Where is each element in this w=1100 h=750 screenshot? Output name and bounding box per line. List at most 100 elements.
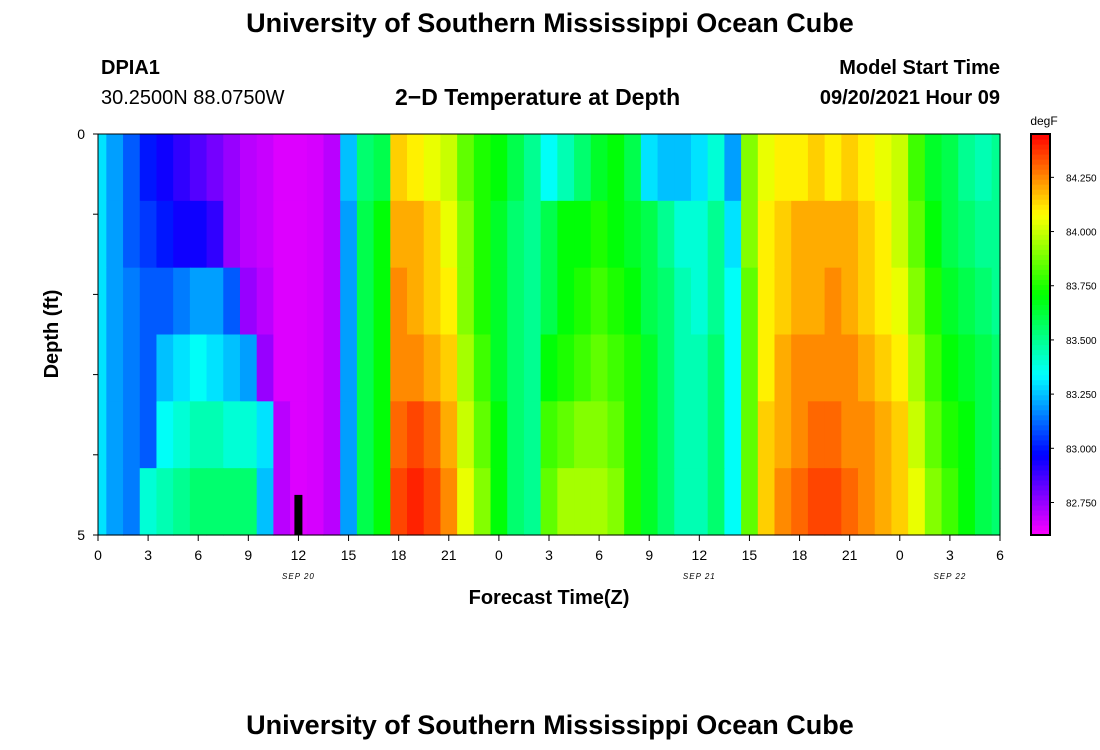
y-tick-label: 5 xyxy=(77,527,85,543)
colorbar-unit: degF xyxy=(1030,114,1057,128)
heatmap-cell xyxy=(540,134,558,202)
heatmap-cell xyxy=(941,401,959,469)
heatmap-cell xyxy=(323,468,341,536)
heatmap-cell xyxy=(323,334,341,402)
heatmap-cell xyxy=(290,401,308,469)
heatmap-cell xyxy=(173,468,191,536)
heatmap-cell xyxy=(189,468,208,536)
colorbar-segment xyxy=(1031,299,1050,306)
heatmap-cell xyxy=(841,267,859,336)
heatmap-cell xyxy=(858,468,876,536)
heatmap-cell xyxy=(590,334,609,402)
heatmap-cell xyxy=(423,401,442,469)
x-tick-label: 15 xyxy=(742,547,758,563)
heatmap-cell xyxy=(490,468,508,536)
heatmap-cell xyxy=(941,200,959,269)
colorbar-frame xyxy=(1030,133,1051,536)
colorbar-tick-label: 83.750 xyxy=(1066,282,1097,293)
heatmap-cell xyxy=(874,267,893,336)
heatmap-cell xyxy=(156,134,174,202)
heatmap-cell xyxy=(373,334,391,402)
heatmap-cell xyxy=(507,134,525,202)
heatmap-cell xyxy=(991,267,1001,336)
colorbar-segment xyxy=(1031,334,1050,341)
y-tick-label: 0 xyxy=(77,126,85,142)
heatmap-cell xyxy=(273,267,291,336)
colorbar-segment xyxy=(1031,304,1050,311)
heatmap-cell xyxy=(657,334,675,402)
heatmap-cell xyxy=(206,468,224,536)
heatmap-cell xyxy=(440,267,458,336)
heatmap-cell xyxy=(841,200,859,269)
colorbar-segment xyxy=(1031,179,1050,185)
heatmap-cell xyxy=(958,401,976,469)
colorbar-segment xyxy=(1031,394,1050,401)
heatmap-cell xyxy=(106,267,124,336)
heatmap-cell xyxy=(356,468,375,536)
heatmap-cell xyxy=(741,401,759,469)
heatmap-cell xyxy=(407,134,425,202)
heatmap-cell xyxy=(908,401,926,469)
heatmap-cell xyxy=(640,468,659,536)
heatmap-cell xyxy=(340,401,358,469)
heatmap-cell xyxy=(924,468,943,536)
heatmap-cell xyxy=(690,200,709,269)
heatmap-cell xyxy=(223,267,241,336)
colorbar-segment xyxy=(1031,159,1050,165)
heatmap-cell xyxy=(824,267,842,336)
heatmap-cell xyxy=(290,134,308,202)
heatmap-cell xyxy=(674,468,692,536)
colorbar-segment xyxy=(1031,349,1050,356)
heatmap-cell xyxy=(841,334,859,402)
colorbar-segment xyxy=(1031,399,1050,406)
heatmap-cell xyxy=(774,468,792,536)
heatmap-cell xyxy=(173,401,191,469)
heatmap-cell xyxy=(473,134,492,202)
heatmap-cell xyxy=(991,401,1001,469)
heatmap-cell xyxy=(206,334,224,402)
colorbar-segment xyxy=(1031,134,1050,140)
heatmap-cell xyxy=(674,267,692,336)
heatmap-cell xyxy=(724,134,742,202)
colorbar-segment xyxy=(1031,214,1050,220)
heatmap-cell xyxy=(373,267,391,336)
colorbar-segment xyxy=(1031,449,1050,456)
heatmap-cell xyxy=(757,334,776,402)
colorbar-tick-label: 83.500 xyxy=(1066,336,1097,347)
station-id: DPIA1 xyxy=(101,57,160,79)
heatmap-cell xyxy=(390,134,408,202)
heatmap-cell xyxy=(356,134,375,202)
colorbar-segment xyxy=(1031,479,1050,486)
heatmap-cell xyxy=(640,134,659,202)
heatmap-cell xyxy=(373,134,391,202)
heatmap-cell xyxy=(306,468,325,536)
heatmap-cell xyxy=(724,200,742,269)
heatmap-cell xyxy=(741,267,759,336)
colorbar-segment xyxy=(1031,289,1050,295)
colorbar-segment xyxy=(1031,454,1050,461)
colorbar-segment xyxy=(1031,144,1050,150)
heatmap-cell xyxy=(340,334,358,402)
date-label: SEP 21 xyxy=(683,572,716,581)
heatmap-cell xyxy=(824,401,842,469)
heatmap-cell xyxy=(356,267,375,336)
highlight-marker xyxy=(294,494,303,535)
x-tick-label: 18 xyxy=(391,547,407,563)
heatmap-cell xyxy=(908,200,926,269)
heatmap-cell xyxy=(674,200,692,269)
heatmap-cell xyxy=(741,134,759,202)
heatmap-cell xyxy=(607,267,625,336)
heatmap-cell xyxy=(507,401,525,469)
heatmap-cell xyxy=(123,334,141,402)
colorbar-tick-label: 84.000 xyxy=(1066,228,1097,239)
x-tick-label: 15 xyxy=(341,547,357,563)
heatmap-cell xyxy=(423,334,442,402)
heatmap-cell xyxy=(223,134,241,202)
colorbar-segment xyxy=(1031,264,1050,270)
heatmap-cell xyxy=(974,267,993,336)
heatmap-cell xyxy=(139,468,158,536)
heatmap-cell xyxy=(624,267,642,336)
heatmap-cell xyxy=(724,334,742,402)
colorbar-segment xyxy=(1031,489,1050,496)
colorbar-segment xyxy=(1031,419,1050,426)
